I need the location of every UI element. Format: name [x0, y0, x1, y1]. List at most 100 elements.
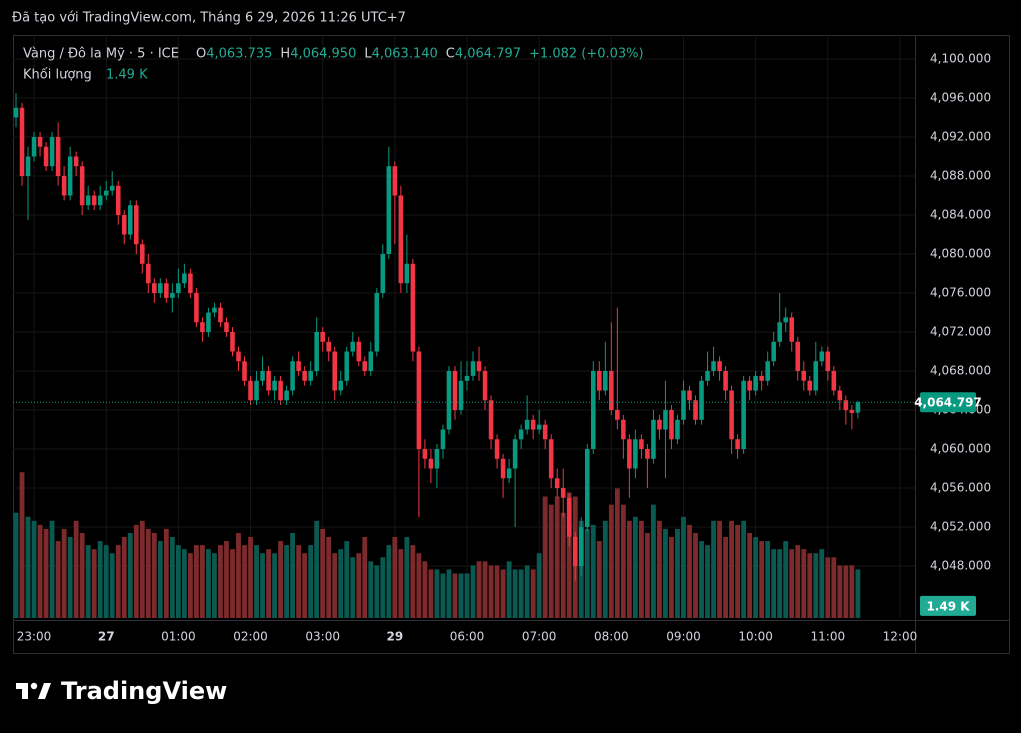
candle-body	[639, 439, 644, 450]
volume-pane	[13, 472, 861, 618]
candle-body	[759, 375, 764, 381]
brand-logo: TradingView	[16, 677, 227, 705]
volume-bar	[37, 524, 43, 618]
volume-title: Khối lượng	[23, 68, 92, 83]
candle-body	[723, 371, 728, 391]
candle-body	[91, 195, 97, 206]
candle-body	[530, 419, 536, 430]
candle-body	[548, 439, 554, 479]
y-tick-label: 4,072.000	[930, 325, 991, 339]
volume-bar	[825, 557, 831, 618]
candle-body	[146, 263, 151, 284]
volume-bar	[157, 541, 163, 618]
candle-body	[500, 458, 506, 479]
volume-bar	[729, 520, 734, 618]
candle-body	[133, 205, 139, 245]
candle-body	[422, 449, 428, 459]
volume-bar	[236, 532, 241, 618]
volume-bar	[31, 520, 37, 618]
volume-bar	[470, 565, 476, 618]
candle-body	[615, 410, 620, 420]
volume-bar	[272, 553, 277, 618]
candle-body	[55, 136, 61, 176]
volume-bar	[344, 541, 350, 618]
volume-bar	[789, 549, 795, 618]
volume-bar	[855, 569, 861, 618]
candle-body	[633, 439, 638, 469]
volume-bar	[434, 569, 440, 618]
candle-body	[717, 361, 722, 372]
volume-bar	[386, 545, 392, 618]
volume-bar	[422, 561, 428, 618]
x-tick-label: 06:00	[450, 630, 485, 644]
candle-body	[669, 410, 674, 440]
volume-bar	[350, 557, 356, 618]
volume-bar	[49, 520, 55, 618]
volume-bar	[717, 520, 722, 618]
logo-dot	[30, 682, 38, 690]
volume-bar	[759, 541, 765, 618]
volume-bar	[242, 545, 247, 618]
volume-bar	[747, 532, 753, 618]
volume-bar	[133, 524, 139, 618]
candle-body	[627, 439, 632, 469]
candle-body	[374, 293, 380, 352]
x-tick-label: 11:00	[811, 630, 846, 644]
candle-body	[332, 351, 337, 391]
candle-body	[831, 371, 837, 391]
candle-body	[386, 166, 392, 255]
candle-body	[795, 341, 801, 372]
candle-body	[687, 390, 692, 401]
volume-bar	[181, 549, 187, 618]
volume-bar	[458, 573, 464, 618]
ohlc-key: L	[364, 47, 372, 62]
y-tick-label: 4,076.000	[930, 286, 991, 300]
grid	[13, 35, 915, 618]
y-tick-label: 4,088.000	[930, 168, 991, 182]
volume-bar	[669, 537, 674, 618]
volume-bar	[530, 569, 536, 618]
candle-body	[572, 536, 578, 567]
candle-body	[747, 380, 752, 391]
y-tick-label: 4,080.000	[930, 247, 991, 261]
volume-bar	[284, 545, 290, 618]
candle-body	[801, 371, 807, 381]
volume-bar	[260, 553, 265, 618]
volume-bar	[542, 496, 548, 618]
volume-bar	[19, 472, 25, 618]
logo-slash	[38, 683, 51, 699]
volume-value: 1.49 K	[106, 68, 148, 83]
candle-body	[735, 439, 740, 450]
last-volume-box	[920, 595, 976, 616]
volume-bar	[560, 512, 566, 618]
volume-bar	[248, 537, 253, 618]
candle-body	[699, 380, 704, 420]
volume-bar	[139, 520, 145, 618]
ohlc-values: O 4,063.735 H 4,064.950 L 4,063.140 C 4,064.797…	[196, 47, 644, 62]
candle-body	[657, 419, 662, 430]
candle-body	[308, 371, 313, 381]
x-tick-label: 09:00	[666, 630, 701, 644]
y-tick-label: 4,100.000	[930, 51, 991, 65]
volume-bar	[398, 549, 404, 618]
volume-bar	[79, 532, 85, 618]
y-tick-label: 4,048.000	[930, 559, 991, 573]
volume-bar	[536, 553, 542, 618]
volume-bar	[194, 545, 199, 618]
volume-bar	[645, 532, 650, 618]
volume-bar	[735, 524, 741, 618]
candle-body	[188, 273, 193, 294]
volume-bar	[55, 541, 61, 618]
candles	[13, 93, 861, 581]
ohlc-value: 4,063.735	[206, 47, 272, 62]
volume-bar	[632, 516, 638, 618]
candle-body	[121, 214, 127, 235]
volume-bar	[127, 532, 133, 618]
candle-body	[663, 410, 668, 430]
candle-body	[452, 371, 458, 411]
candle-body	[296, 361, 301, 372]
volume-bar	[151, 532, 157, 618]
volume-bar	[753, 537, 759, 618]
candle-body	[302, 371, 307, 381]
volume-bar	[109, 553, 115, 618]
